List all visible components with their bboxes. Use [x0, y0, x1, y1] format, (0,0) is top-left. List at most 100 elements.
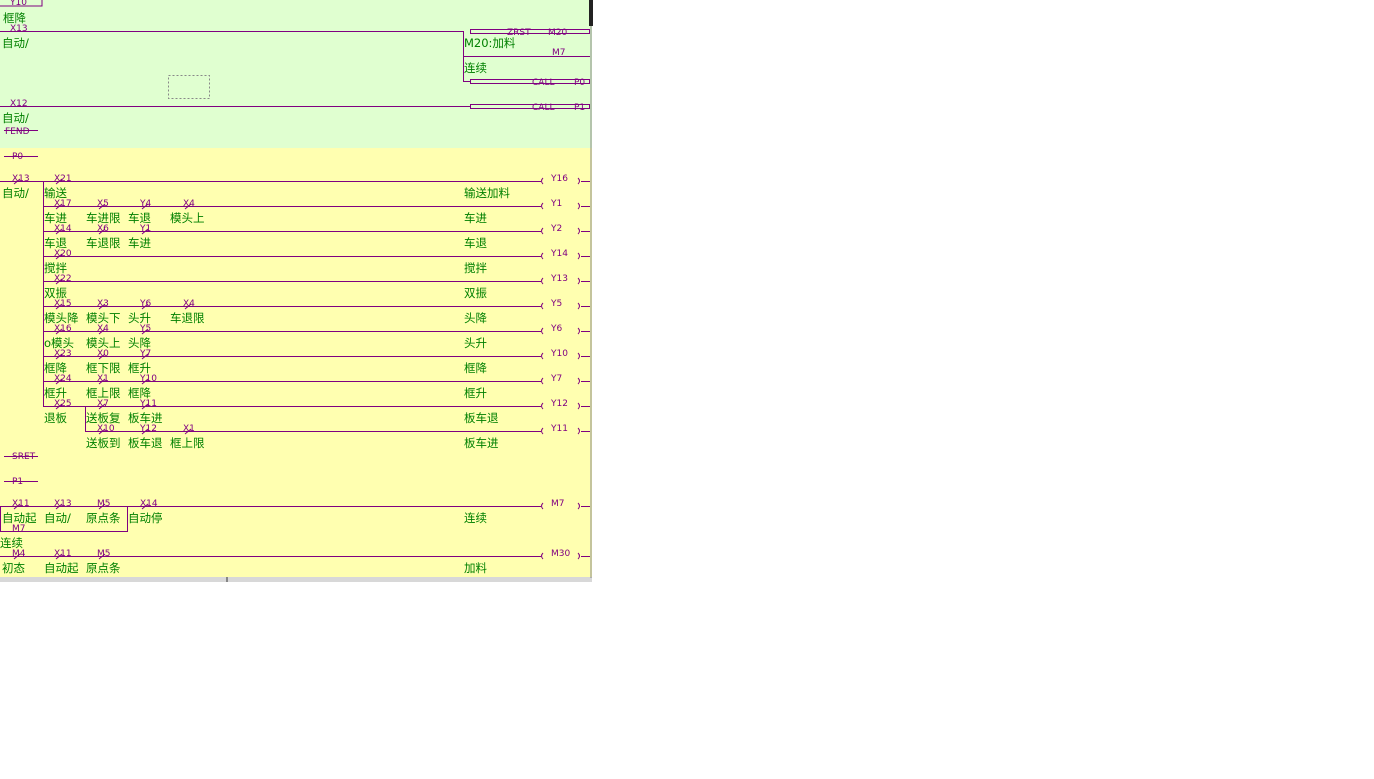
device-label: X13 [54, 499, 72, 509]
comment: 框降 [464, 361, 487, 375]
device-label: X4 [183, 299, 195, 309]
coil [541, 427, 580, 435]
comment: 自动/ [2, 186, 29, 200]
comment: 加料 [464, 561, 487, 575]
coil-label: M7 [552, 48, 566, 58]
contact [98, 503, 106, 510]
contact [141, 328, 149, 335]
comment: 送板复 [86, 411, 121, 425]
contact [141, 353, 149, 360]
contact [55, 178, 63, 185]
comment: 框降 [128, 386, 151, 400]
comment: 车进限 [86, 211, 121, 225]
coil [541, 352, 580, 360]
device-label: X11 [12, 499, 30, 509]
contact [55, 353, 63, 360]
comment: 框上限 [86, 386, 121, 400]
device-label: Y11 [139, 399, 157, 409]
device-label: X24 [54, 374, 72, 384]
contact [98, 553, 106, 560]
device-label: X1 [183, 424, 195, 434]
comment: 连续 [0, 536, 23, 550]
comment: 输送 [44, 186, 67, 200]
cursor-box [168, 75, 210, 99]
comment: 板车退 [464, 411, 499, 425]
green-area [0, 0, 592, 148]
device-label: X4 [97, 324, 109, 334]
comment: 输送加料 [464, 186, 510, 200]
device-label: X0 [97, 349, 109, 359]
coil [541, 302, 580, 310]
comment: 车退限 [170, 311, 205, 325]
contact [55, 203, 63, 210]
coil-label: Y10 [550, 349, 568, 359]
contact [55, 553, 63, 560]
contact [141, 378, 149, 385]
coil [541, 502, 580, 510]
comment: 车退 [128, 211, 151, 225]
device-label: X13 [12, 174, 30, 184]
device-label: Y6 [139, 299, 151, 309]
device-label: Y7 [139, 349, 151, 359]
coil-label: Y14 [550, 249, 568, 259]
contact [141, 228, 149, 235]
coil-label: M30 [551, 549, 570, 559]
device-label: X14 [140, 499, 158, 509]
device-label: X11 [54, 549, 72, 559]
operand: M20 [548, 28, 567, 38]
comment: 车退 [464, 236, 487, 250]
device-label: X17 [54, 199, 72, 209]
comment: 退板 [44, 411, 67, 425]
contact [13, 178, 21, 185]
contact [55, 503, 63, 510]
coil-label: Y13 [550, 274, 568, 284]
right-border [589, 0, 593, 26]
contact [141, 503, 149, 510]
coil-label: Y6 [550, 324, 562, 334]
comment: 车进 [464, 211, 487, 225]
comment: 车退限 [86, 236, 121, 250]
device-label: X14 [54, 224, 72, 234]
comment: 自动/ [2, 36, 29, 50]
device-label: Y4 [139, 199, 151, 209]
contact [98, 228, 106, 235]
operand: P0 [574, 78, 585, 88]
device-label: Y10 [9, 0, 27, 8]
comment: 模头上 [86, 336, 121, 350]
device-label: X10 [97, 424, 115, 434]
instruction-box [470, 79, 590, 84]
comment: 模头下 [86, 311, 121, 325]
contact [55, 303, 63, 310]
device-label: X25 [54, 399, 72, 409]
contact [184, 428, 192, 435]
branch-line [0, 506, 128, 532]
contact [13, 503, 21, 510]
device-label: X15 [54, 299, 72, 309]
coil [541, 277, 580, 285]
coil [541, 202, 580, 210]
comment: 双振 [44, 286, 67, 300]
device-label: M7 [12, 524, 26, 534]
contact [141, 203, 149, 210]
device-label: X7 [97, 399, 109, 409]
contact [98, 428, 106, 435]
instruction: FEND [5, 127, 30, 137]
ladder-rungs: P0 SRET P1 X13 自动/X21 输送 Y16 输送加料 X17 车进 X5 车进限 Y4 车退… [0, 152, 590, 575]
contact [141, 403, 149, 410]
comment: 双振 [464, 286, 487, 300]
comment: 头升 [128, 311, 151, 325]
contact [55, 228, 63, 235]
device-label: X13 [10, 24, 28, 34]
comment: 车进 [128, 236, 151, 250]
comment: 搅拌 [44, 261, 67, 275]
rung-line [0, 0, 43, 7]
instruction: ZRST [507, 28, 531, 38]
coil-label: Y5 [550, 299, 562, 309]
contact [55, 328, 63, 335]
contact [13, 553, 21, 560]
contact [98, 403, 106, 410]
device-label: X22 [54, 274, 72, 284]
comment: 自动/ [2, 111, 29, 125]
comment: 板车进 [128, 411, 163, 425]
device-label: Y5 [139, 324, 151, 334]
